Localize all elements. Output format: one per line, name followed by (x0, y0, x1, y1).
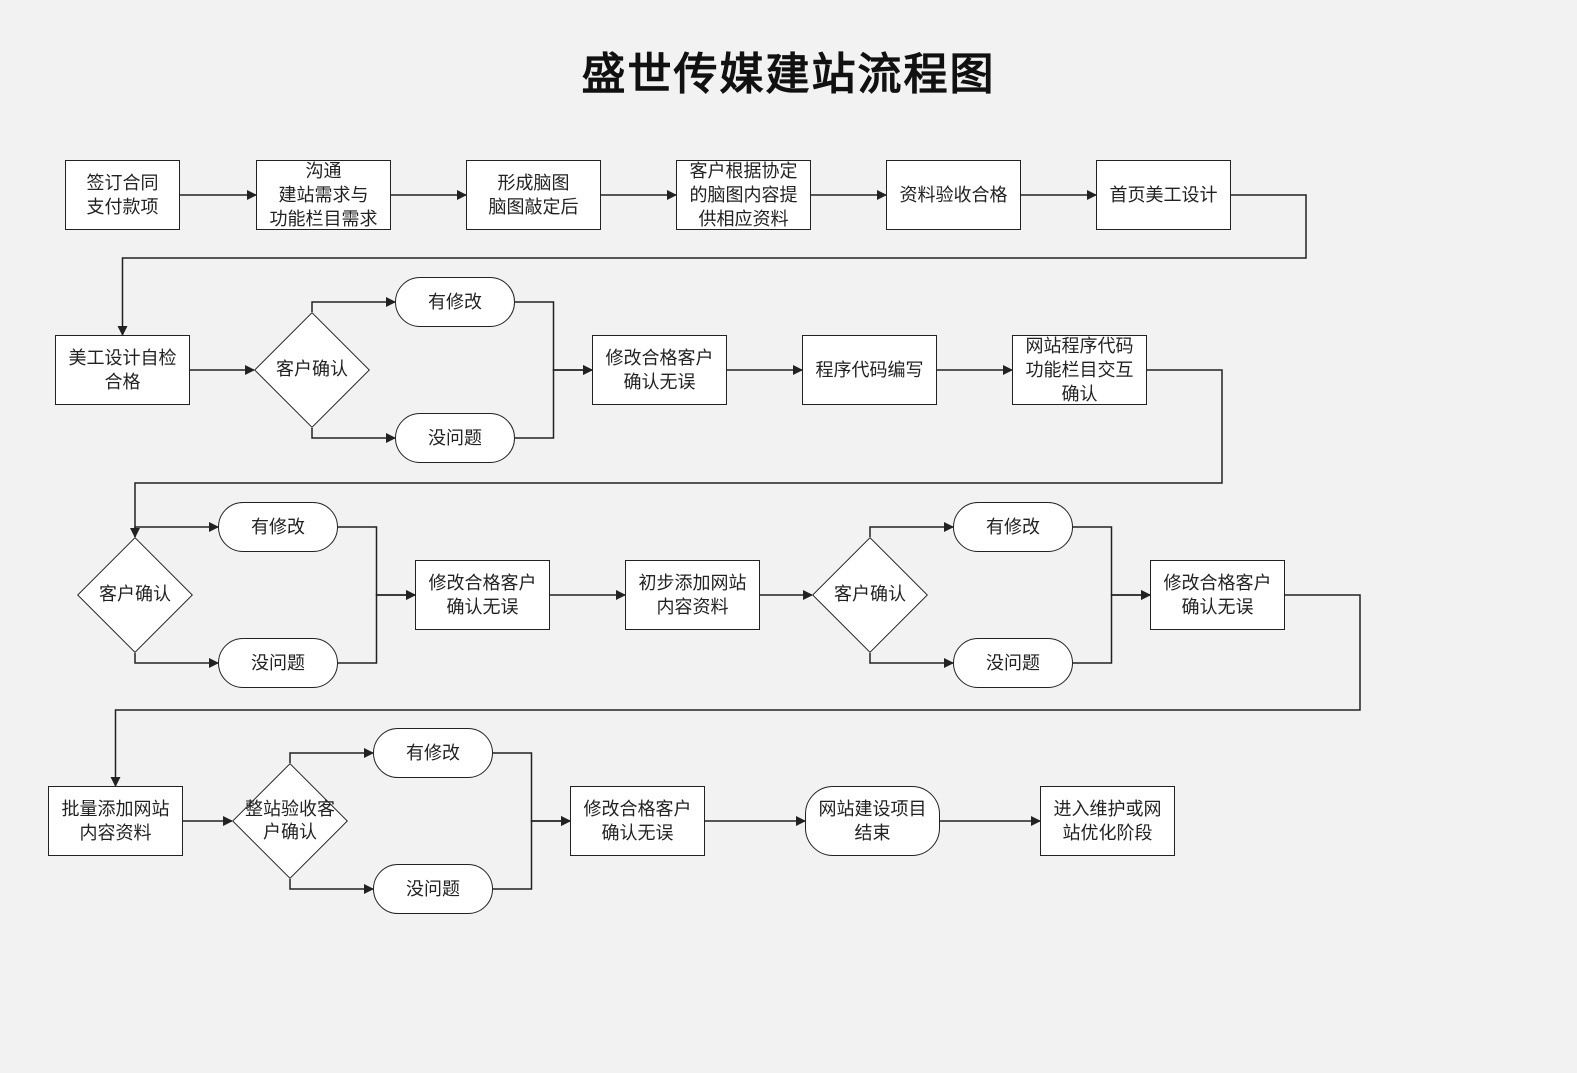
option-n16: 网站建设项目 结束 (805, 786, 940, 856)
process-n6: 首页美工设计 (1096, 160, 1231, 230)
edge (1073, 595, 1150, 663)
option-p2b: 没问题 (218, 638, 338, 688)
edge (312, 428, 395, 438)
edge (338, 595, 415, 663)
process-n12: 初步添加网站 内容资料 (625, 560, 760, 630)
process-n14: 批量添加网站 内容资料 (48, 786, 183, 856)
edge (870, 653, 953, 663)
process-n9: 程序代码编写 (802, 335, 937, 405)
option-p3b: 没问题 (953, 638, 1073, 688)
process-n13: 修改合格客户 确认无误 (1150, 560, 1285, 630)
process-n10: 网站程序代码 功能栏目交互 确认 (1012, 335, 1147, 405)
process-n2: 沟通 建站需求与 功能栏目需求 (256, 160, 391, 230)
process-n17: 进入维护或网 站优化阶段 (1040, 786, 1175, 856)
process-n1: 签订合同 支付款项 (65, 160, 180, 230)
edge (870, 527, 953, 537)
edge (493, 821, 570, 889)
decision-label: 客户确认 (812, 537, 928, 653)
process-n15: 修改合格客户 确认无误 (570, 786, 705, 856)
process-n11: 修改合格客户 确认无误 (415, 560, 550, 630)
edge (1073, 527, 1150, 595)
edge (312, 302, 395, 312)
edge (135, 527, 218, 537)
flowchart-canvas: 盛世传媒建站流程图 签订合同 支付款项 沟通 建站需求与 功能栏目需求 形成脑图 脑… (0, 0, 1577, 1073)
diagram-title: 盛世传媒建站流程图 (0, 38, 1577, 102)
process-n3: 形成脑图 脑图敲定后 (466, 160, 601, 230)
option-p4b: 没问题 (373, 864, 493, 914)
option-p1b: 没问题 (395, 413, 515, 463)
edge (338, 527, 415, 595)
edge (290, 753, 373, 763)
process-n5: 资料验收合格 (886, 160, 1021, 230)
edge (493, 753, 570, 821)
option-p4a: 有修改 (373, 728, 493, 778)
option-p3a: 有修改 (953, 502, 1073, 552)
decision-label: 客户确认 (254, 312, 370, 428)
process-n4: 客户根据协定 的脑图内容提 供相应资料 (676, 160, 811, 230)
process-n7: 美工设计自检 合格 (55, 335, 190, 405)
process-n8: 修改合格客户 确认无误 (592, 335, 727, 405)
option-p1a: 有修改 (395, 277, 515, 327)
edge (515, 302, 592, 370)
edge (515, 370, 592, 438)
edge (135, 653, 218, 663)
option-p2a: 有修改 (218, 502, 338, 552)
decision-label: 整站验收客 户确认 (232, 763, 348, 879)
edge (290, 879, 373, 889)
decision-label: 客户确认 (77, 537, 193, 653)
